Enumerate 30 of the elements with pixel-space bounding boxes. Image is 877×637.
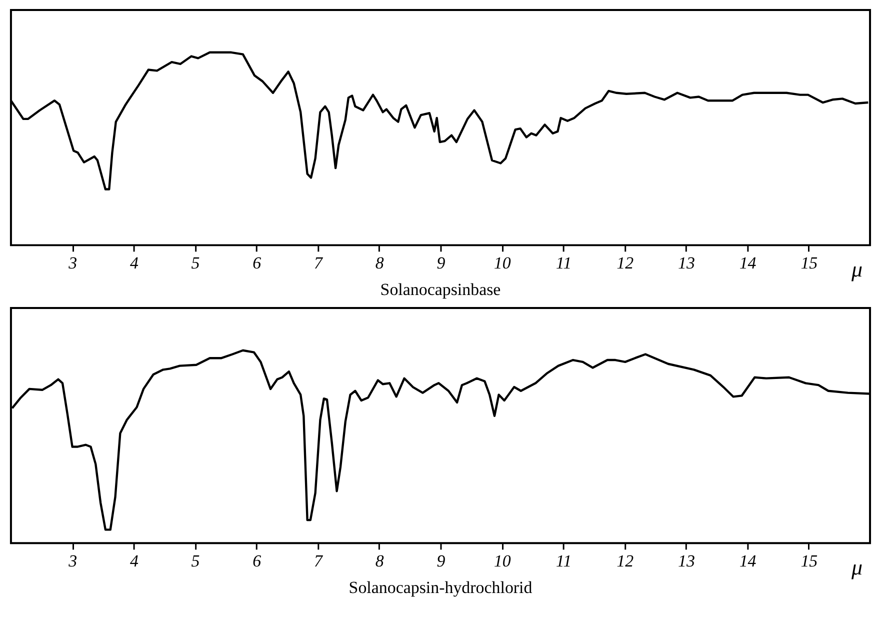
- x-tick-label: 3: [68, 552, 78, 571]
- x-tick-label: 7: [314, 552, 324, 571]
- x-tick-label: 4: [130, 552, 139, 571]
- x-tick-label: 3: [68, 254, 78, 273]
- x-tick-label: 6: [252, 254, 262, 273]
- x-tick-label: 13: [678, 254, 695, 273]
- x-tick-label: 14: [739, 552, 757, 571]
- x-axis-title: μ: [850, 554, 863, 580]
- x-tick-label: 5: [191, 254, 200, 273]
- x-tick-label: 10: [494, 254, 512, 273]
- x-tick-label: 8: [375, 552, 384, 571]
- text: Solanocapsin-hydrochlorid: [348, 578, 533, 597]
- x-tick-label: 11: [556, 254, 572, 273]
- x-tick-label: 6: [252, 552, 262, 571]
- x-tick-label: 15: [800, 552, 818, 571]
- x-tick-label: 14: [739, 254, 757, 273]
- x-tick-label: 11: [556, 552, 572, 571]
- x-axis-title: μ: [850, 256, 863, 282]
- x-tick-label: 9: [436, 254, 446, 273]
- x-tick-label: 8: [375, 254, 384, 273]
- x-tick-label: 5: [191, 552, 200, 571]
- x-tick-label: 9: [436, 552, 446, 571]
- x-tick-label: 12: [616, 254, 634, 273]
- x-tick-label: 12: [616, 552, 634, 571]
- x-tick-label: 15: [800, 254, 818, 273]
- x-tick-label: 13: [678, 552, 695, 571]
- x-tick-label: 4: [130, 254, 139, 273]
- x-tick-label: 7: [314, 254, 324, 273]
- text: Solanocapsinbase: [380, 280, 501, 300]
- x-tick-label: 10: [494, 552, 512, 571]
